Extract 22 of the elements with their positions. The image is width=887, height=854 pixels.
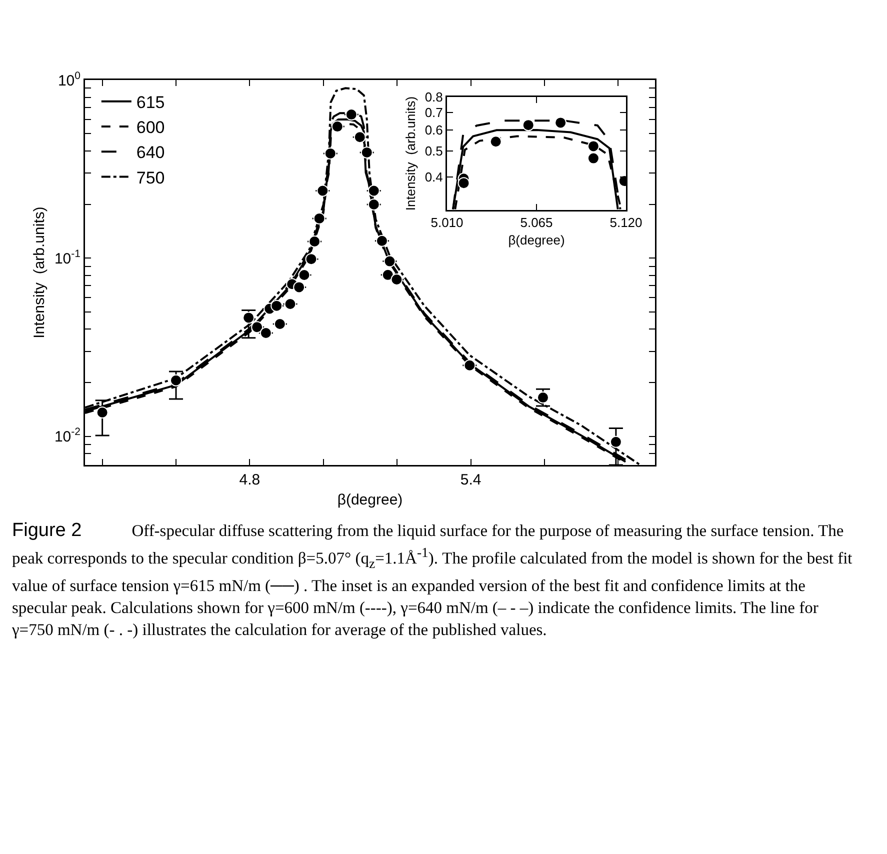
x-axis-title: β(degree)	[508, 232, 565, 248]
x-tick-label: 5.010	[430, 215, 464, 230]
x-tick-label: 4.8	[239, 472, 260, 488]
y-axis-title: Intensity (arb.units)	[403, 96, 418, 211]
legend-label: 600	[136, 118, 165, 138]
x-axis-title: β(degree)	[337, 491, 403, 508]
x-tick-label: 5.4	[460, 472, 482, 488]
y-axis-title: Intensity (arb.units)	[30, 206, 48, 338]
y-tick-label: 0.7	[424, 104, 443, 120]
y-tick-label: 0.5	[424, 144, 443, 159]
legend-label: 640	[136, 143, 165, 162]
y-tick-label: 0.8	[424, 90, 443, 105]
text: Figure 2	[12, 520, 82, 541]
y-tick-label: 10$^{-2}$	[54, 426, 81, 446]
x-tick-label: 5.120	[610, 215, 642, 230]
y-tick-label: 10$^{-1}$	[54, 248, 81, 268]
x-tick-label: 5.065	[520, 215, 553, 230]
y-tick-label: 10$^{0}$	[58, 70, 81, 90]
legend-label: 615	[136, 93, 165, 112]
legend-label: 750	[136, 168, 165, 188]
y-tick-label: 0.6	[424, 122, 443, 138]
y-tick-label: 0.4	[424, 169, 443, 184]
